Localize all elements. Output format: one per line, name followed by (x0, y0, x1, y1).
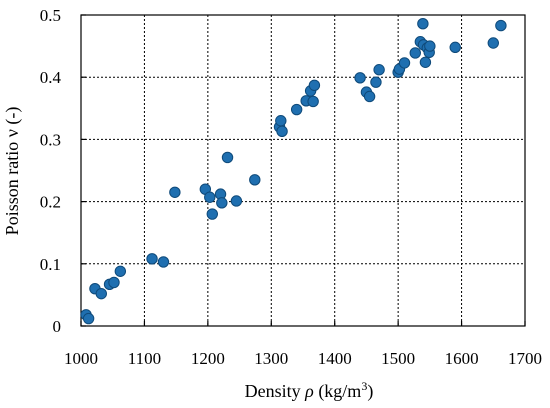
data-point (449, 41, 461, 54)
x-axis-title-exponent: 3 (361, 379, 367, 393)
data-point (409, 47, 421, 59)
y-tick-label: 0.2 (40, 193, 61, 212)
data-point (373, 64, 385, 76)
data-point (206, 208, 218, 220)
y-tick-labels: 0 0.1 0.2 0.3 0.4 0.5 (40, 6, 62, 336)
data-point (95, 287, 107, 300)
data-point (363, 90, 376, 103)
data-point (157, 256, 170, 268)
y-axis-title: Poisson ratio ν (-) (2, 107, 23, 236)
x-axis-title-prefix: Density (245, 381, 306, 401)
x-tick-label: 1000 (64, 349, 98, 368)
data-point (275, 115, 287, 127)
y-tick-label: 0.3 (40, 130, 61, 149)
data-point (419, 56, 432, 68)
x-axis-title-symbol: ρ (304, 381, 314, 401)
data-point (417, 18, 429, 30)
data-point (290, 103, 303, 116)
plot-border (80, 14, 526, 327)
data-point (276, 125, 288, 138)
x-tick-label: 1100 (128, 349, 161, 368)
y-tick-label: 0 (53, 317, 62, 336)
data-point (249, 174, 261, 186)
x-axis-title-suffix: ) (367, 381, 373, 402)
x-tick-label: 1500 (381, 349, 415, 368)
data-point (487, 37, 499, 49)
grid-lines (81, 15, 525, 326)
y-tick-label: 0.1 (40, 255, 61, 274)
x-tick-label: 1600 (445, 349, 479, 368)
x-tick-label: 1300 (254, 349, 288, 368)
data-point (221, 151, 234, 164)
x-tick-label: 1400 (318, 349, 352, 368)
x-axis-title-unit: (kg/m (314, 381, 362, 402)
x-tick-label: 1700 (508, 349, 542, 368)
data-point (424, 40, 436, 52)
data-point (204, 191, 216, 203)
axis-ticks (80, 14, 526, 327)
data-point (216, 197, 228, 209)
x-tick-label: 1200 (191, 349, 225, 368)
data-point (307, 95, 319, 108)
data-point (82, 312, 95, 325)
data-point (495, 19, 507, 32)
data-point (398, 57, 411, 69)
data-point (169, 186, 181, 198)
y-tick-label: 0.4 (40, 68, 62, 87)
data-point (370, 76, 382, 88)
y-tick-label: 0.5 (40, 6, 61, 25)
data-point (108, 276, 120, 289)
data-point (354, 72, 366, 84)
plot-frame (80, 14, 526, 327)
data-point (146, 253, 158, 265)
data-point (114, 265, 127, 277)
data-points (80, 18, 507, 325)
data-point (308, 79, 321, 91)
data-point (230, 195, 243, 207)
x-tick-labels: 1000 1100 1200 1300 1400 1500 1600 1700 (64, 349, 542, 368)
x-axis-title: Density ρ (kg/m3) (245, 379, 374, 402)
